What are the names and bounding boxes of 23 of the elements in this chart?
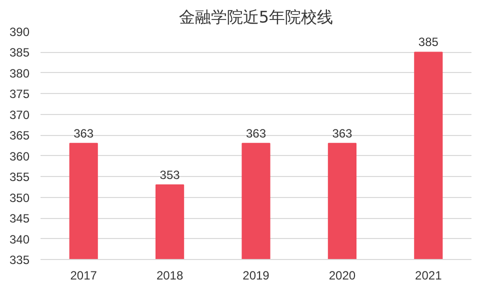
data-label: 385 xyxy=(418,35,439,50)
y-tick-label: 375 xyxy=(9,87,30,102)
x-tick-label: 2019 xyxy=(242,268,270,282)
y-tick-label: 355 xyxy=(9,170,30,184)
y-tick-label: 360 xyxy=(9,149,30,164)
x-tick-label: 2017 xyxy=(70,268,98,282)
y-tick-label: 335 xyxy=(9,253,30,267)
x-tick-label: 2020 xyxy=(328,268,356,282)
y-tick-label: 385 xyxy=(9,46,30,60)
data-label: 363 xyxy=(246,126,266,140)
y-tick-label: 380 xyxy=(9,66,30,80)
y-tick-label: 345 xyxy=(9,212,30,226)
data-label: 363 xyxy=(332,126,353,140)
y-tick-label: 340 xyxy=(9,232,30,246)
y-tick-label: 390 xyxy=(9,25,30,39)
chart-title: 金融学院近5年院校线 xyxy=(178,8,334,26)
y-tick-label: 365 xyxy=(9,128,30,143)
data-label: 353 xyxy=(160,168,180,182)
x-tick-label: 2018 xyxy=(156,268,184,282)
y-tick-label: 370 xyxy=(9,108,30,122)
x-tick-label: 2021 xyxy=(415,268,442,282)
data-label: 363 xyxy=(74,126,94,140)
y-tick-label: 350 xyxy=(9,190,30,205)
